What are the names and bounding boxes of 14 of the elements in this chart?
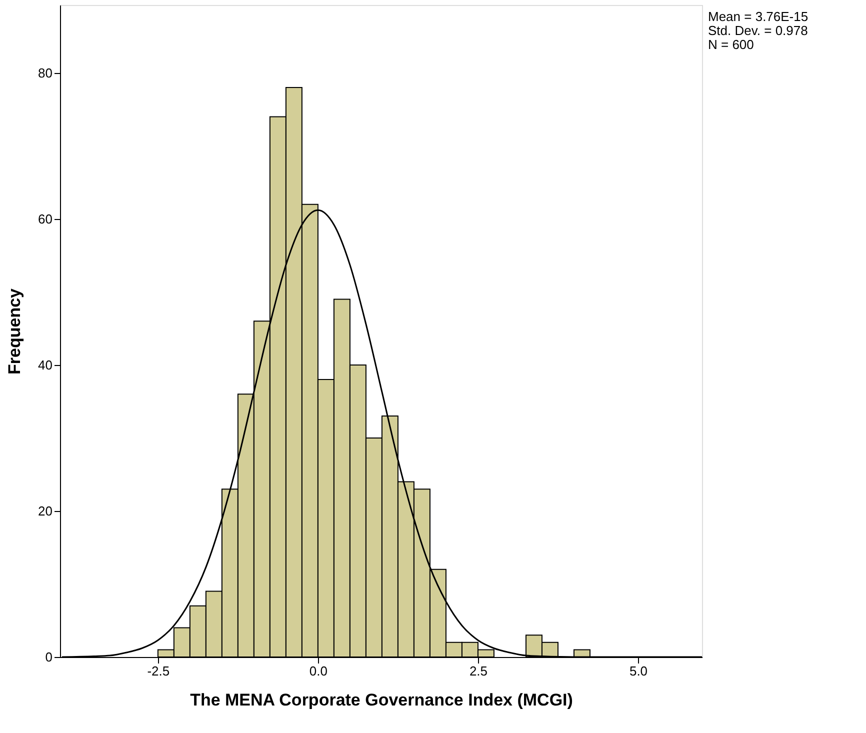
x-tick-label: 0.0 <box>309 664 328 678</box>
y-tick-label: 20 <box>38 503 52 518</box>
x-axis-title: The MENA Corporate Governance Index (MCGI) <box>190 690 573 710</box>
x-tick-label: 5.0 <box>629 664 648 678</box>
text: Mean = 3.76E-15 <box>708 9 808 24</box>
y-axis-title: Frequency <box>5 288 24 374</box>
text: Std. Dev. = 0.978 <box>708 23 808 38</box>
x-tick-label: -2.5 <box>147 664 170 678</box>
y-tick-label: 80 <box>38 65 52 80</box>
y-tick-label: 60 <box>38 211 52 226</box>
y-tick-label: 0 <box>45 650 52 664</box>
y-tick-label: 40 <box>38 357 52 372</box>
text: N = 600 <box>708 37 754 52</box>
x-tick-label: 2.5 <box>469 664 488 678</box>
